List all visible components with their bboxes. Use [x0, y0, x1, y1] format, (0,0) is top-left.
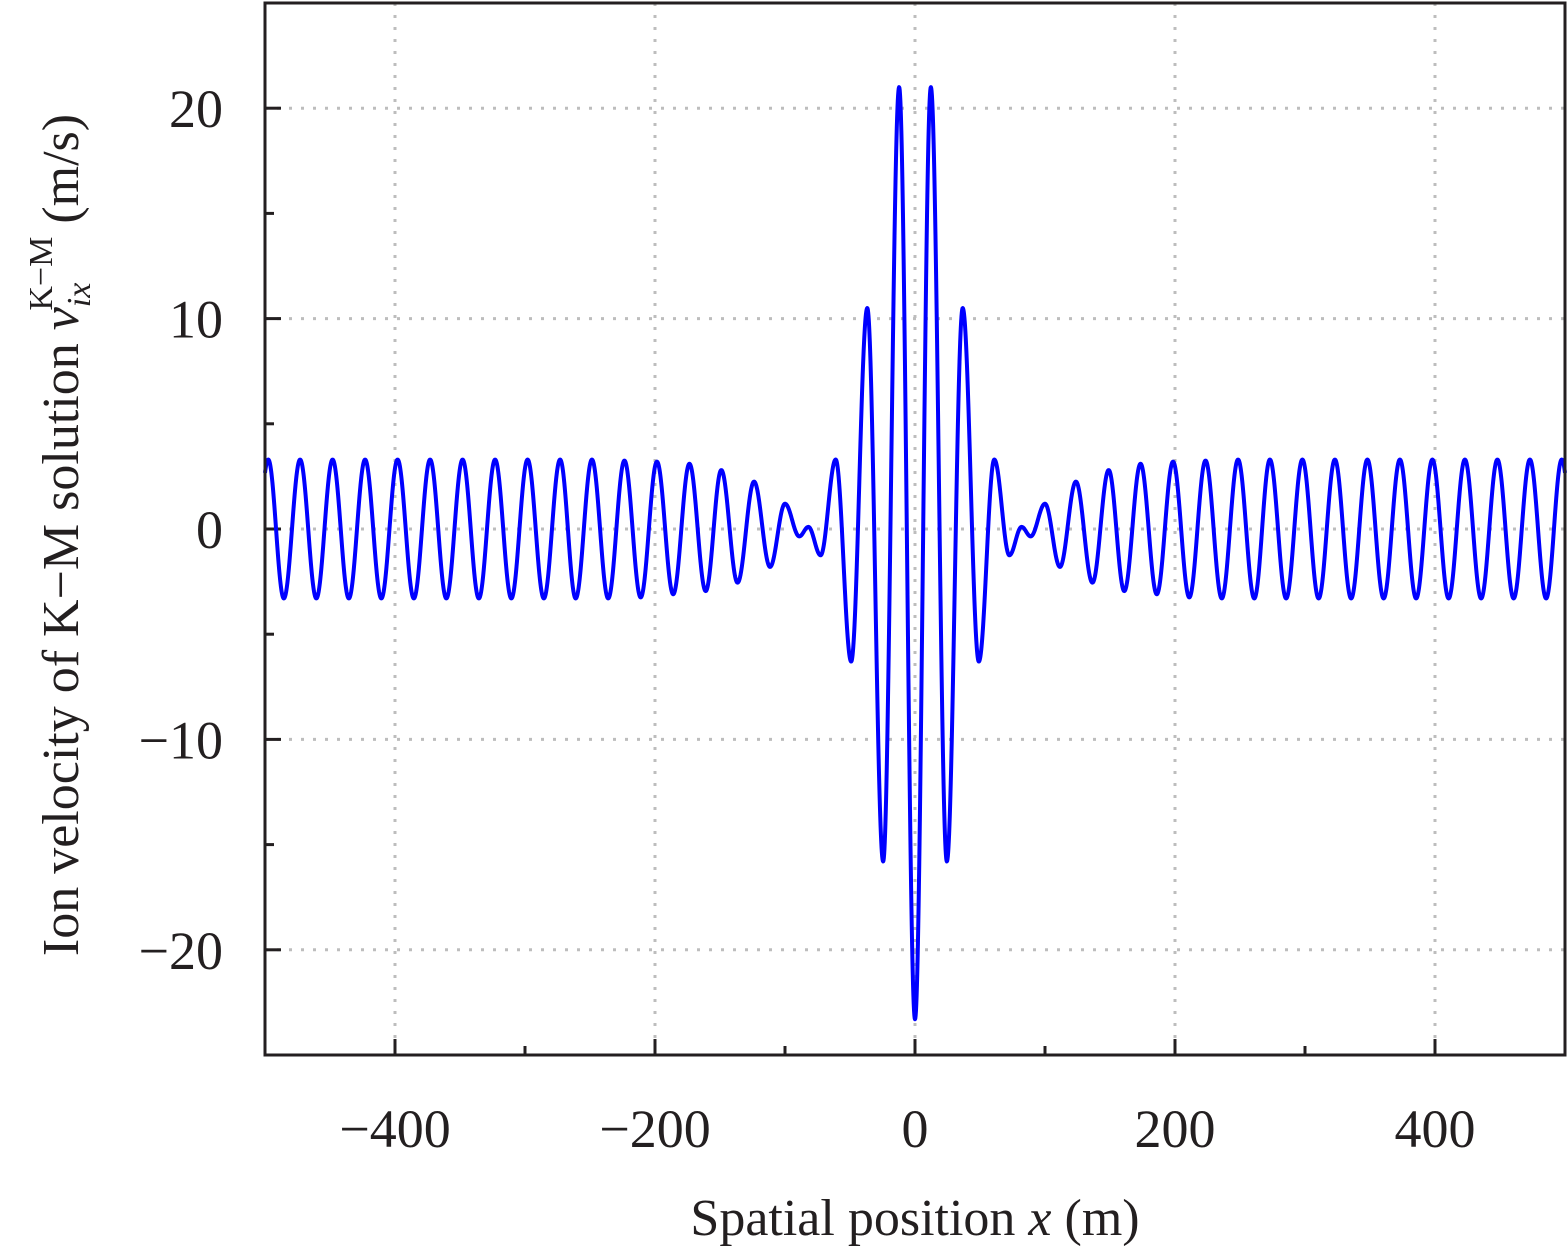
data-line-v-ix [263, 85, 1567, 1022]
grid-lines [265, 3, 1565, 1055]
y-tick-label: 10 [169, 290, 223, 350]
y-tick-labels: −20 −10 0 10 20 [139, 79, 223, 981]
x-axis-label: Spatial position x (m) [690, 1190, 1139, 1247]
x-tick-label: 400 [1395, 1099, 1476, 1159]
y-tick-label: −10 [139, 710, 223, 770]
y-tick-label: 20 [169, 79, 223, 139]
x-tick-label: 0 [902, 1099, 929, 1159]
y-tick-label: 0 [196, 500, 223, 560]
y-axis-label: Ion velocity of K−M solution vixK−M (m/s… [23, 114, 98, 956]
x-tick-label: −200 [599, 1099, 710, 1159]
x-tick-labels: −400 −200 0 200 400 [339, 1099, 1475, 1159]
y-tick-label: −20 [139, 921, 223, 981]
x-tick-label: −400 [339, 1099, 450, 1159]
plot-frame [263, 1, 1567, 1057]
x-tick-label: 200 [1135, 1099, 1216, 1159]
